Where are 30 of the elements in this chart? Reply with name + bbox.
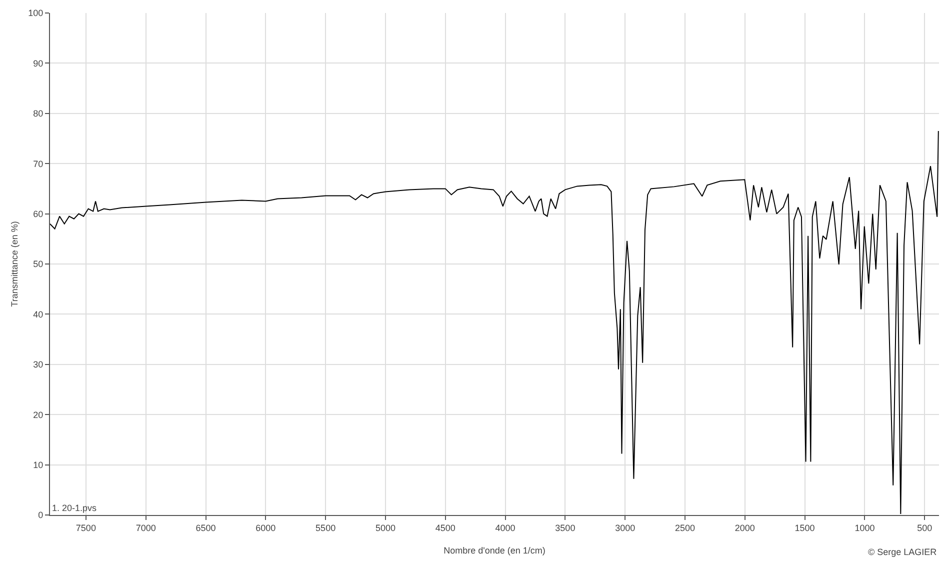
- x-tick-label: 4000: [495, 522, 516, 533]
- x-tick-label: 7500: [76, 522, 96, 533]
- y-tick-label: 50: [33, 259, 44, 270]
- x-tick-label: 6500: [196, 522, 216, 533]
- y-axis-title: Transmittance (en %): [10, 221, 20, 307]
- text: © Serge LAGIER: [868, 547, 938, 557]
- y-tick-label: 0: [38, 510, 44, 520]
- x-tick-label: 1500: [794, 522, 815, 533]
- x-tick-label: 7000: [136, 522, 156, 533]
- y-tick-label: 60: [33, 208, 44, 219]
- x-tick-label: 1000: [854, 522, 875, 533]
- y-tick-label: 100: [28, 8, 44, 18]
- x-axis-title: Nombre d'onde (en 1/cm): [444, 546, 546, 556]
- y-tick-label: 90: [33, 58, 44, 68]
- y-tick-label: 30: [33, 360, 44, 370]
- y-tick-label: 80: [33, 108, 44, 119]
- x-tick-label: 3000: [615, 522, 636, 533]
- x-tick-label: 2500: [674, 522, 696, 533]
- y-tick-label: 20: [33, 410, 44, 420]
- y-tick-label: 70: [33, 158, 44, 169]
- y-tick-label: 40: [33, 309, 44, 320]
- annotation: 1. 20-1.pvs: [52, 503, 98, 513]
- y-tick-label: 10: [33, 460, 44, 470]
- x-tick-label: 4500: [435, 522, 456, 533]
- x-tick-label: 6000: [256, 522, 276, 533]
- x-tick-label: 5500: [316, 522, 336, 533]
- x-tick-label: 5000: [375, 522, 396, 533]
- x-tick-label: 2000: [734, 522, 755, 533]
- x-tick-label: 3500: [555, 522, 576, 533]
- x-tick-label: 500: [917, 522, 932, 533]
